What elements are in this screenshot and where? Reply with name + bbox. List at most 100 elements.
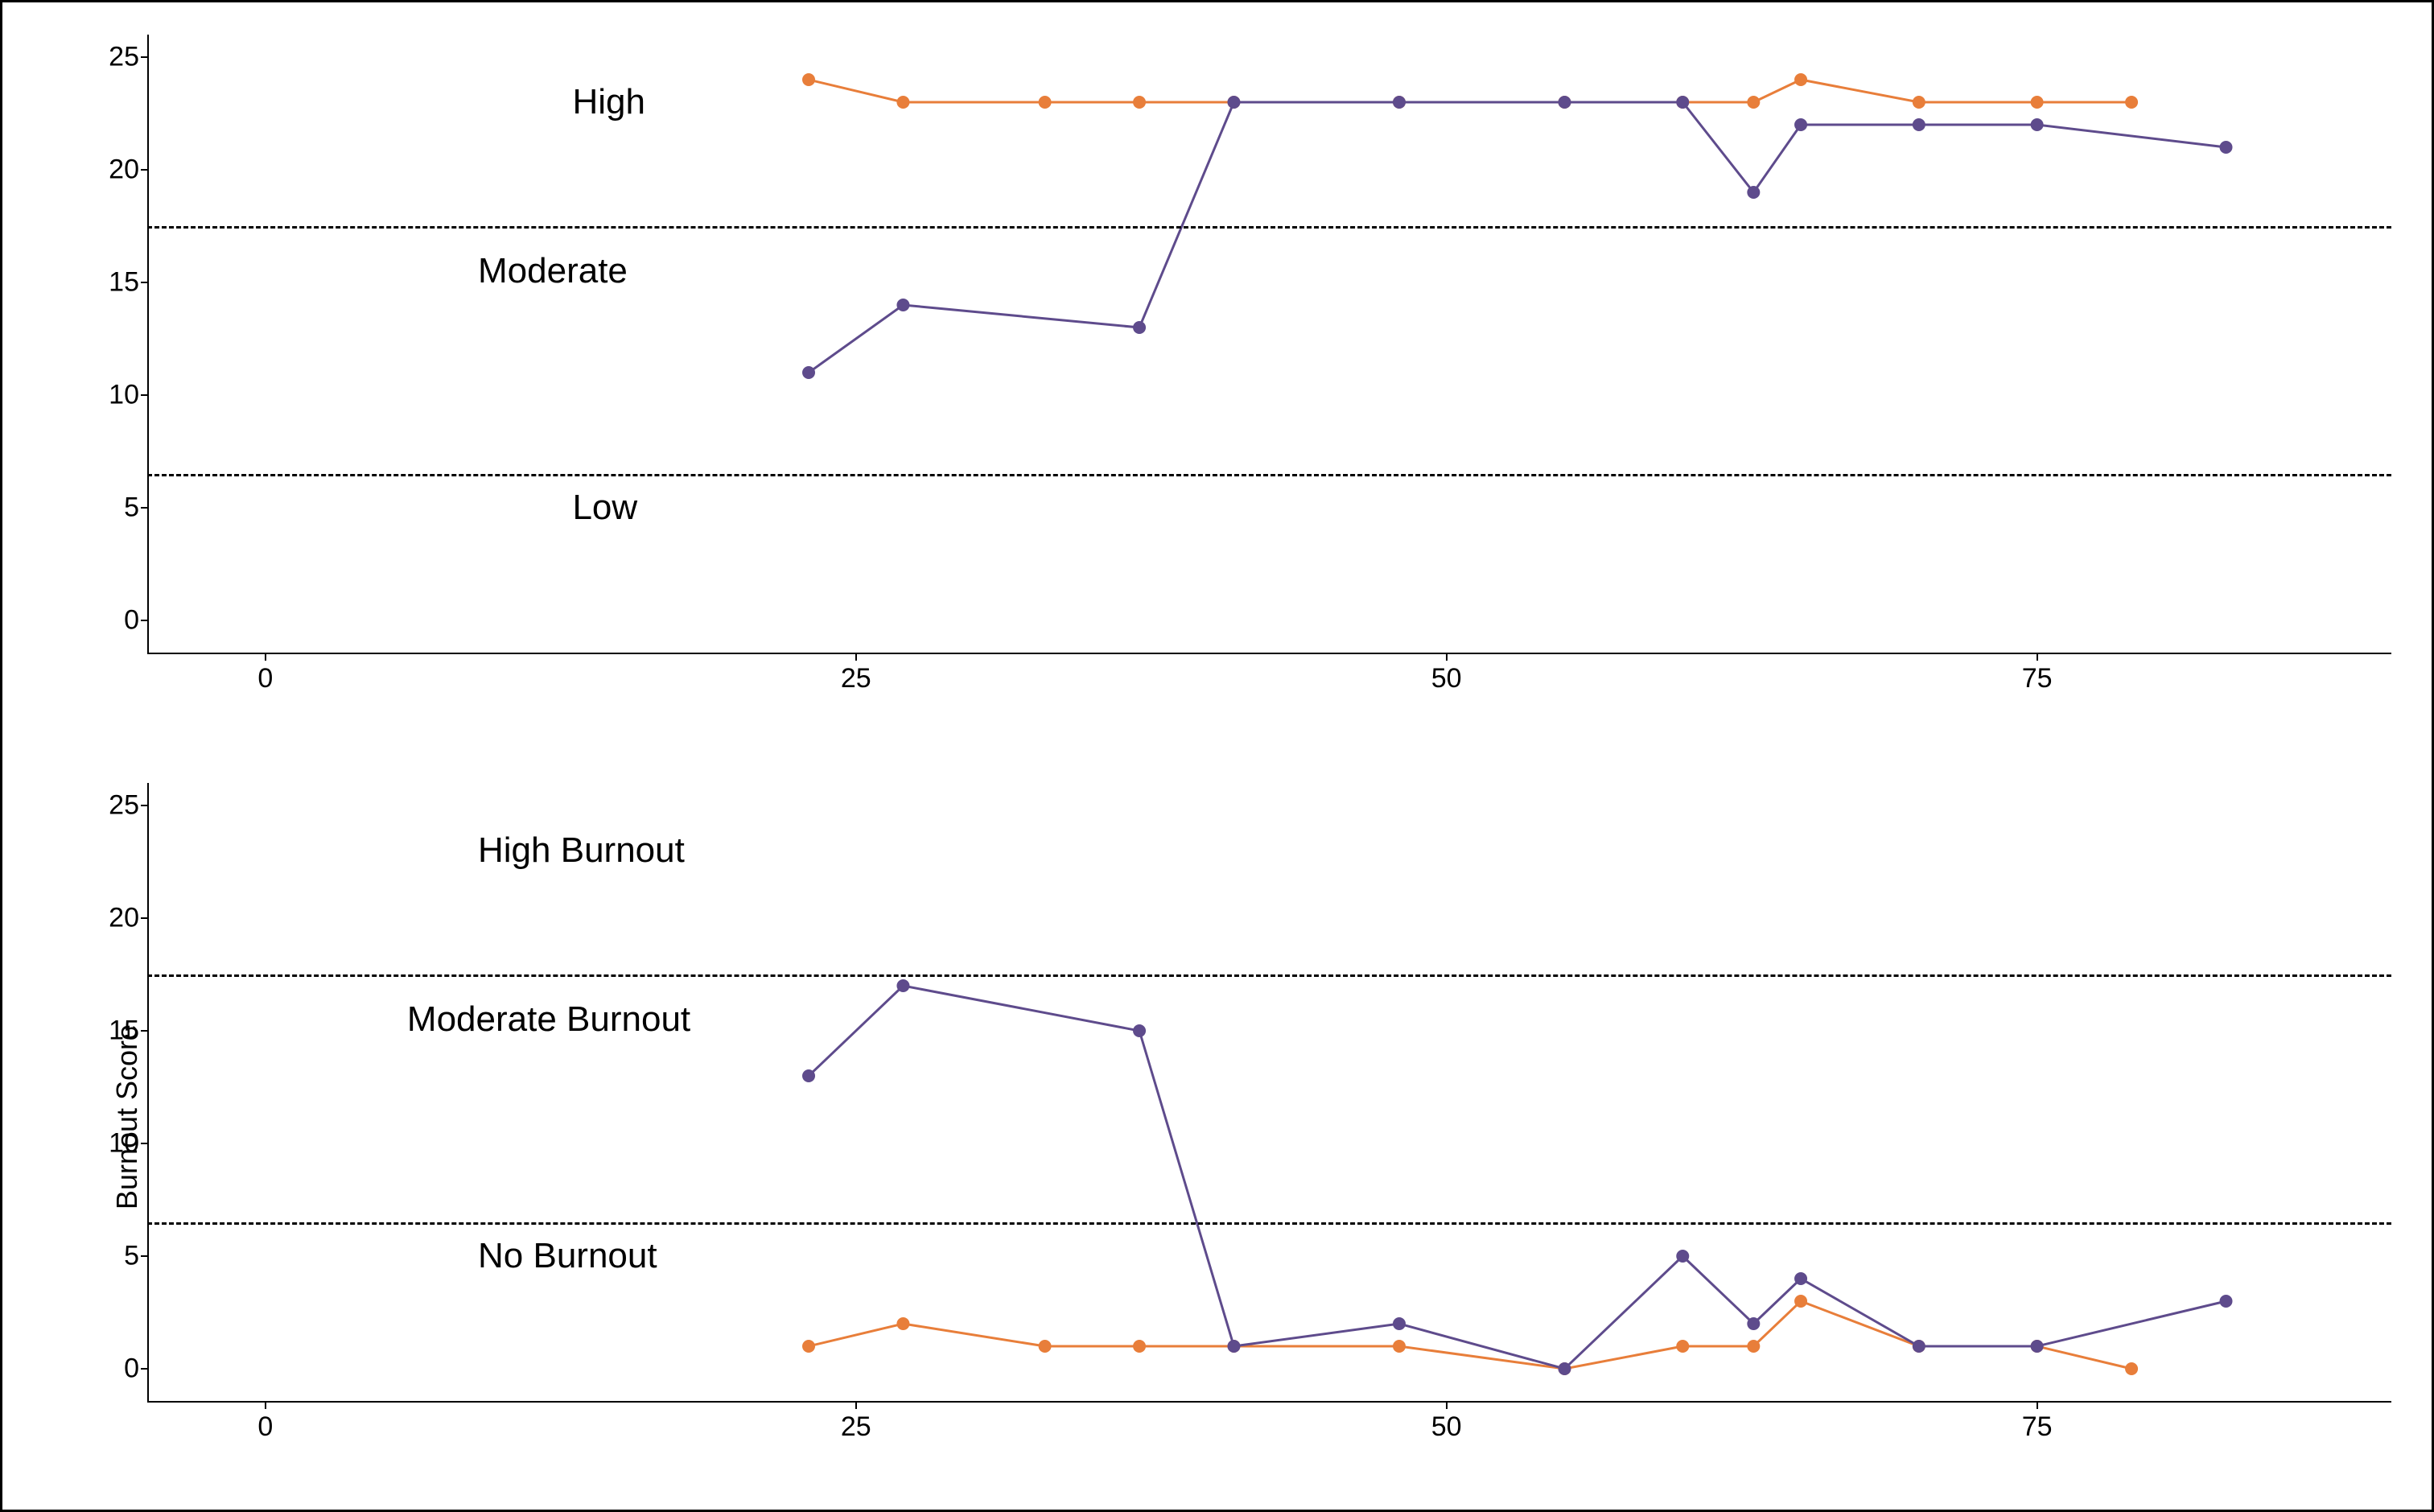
plot-area-bottom: 05101520250255075High BurnoutModerate Bu… bbox=[147, 783, 2391, 1403]
series-line-purple bbox=[809, 986, 2226, 1369]
series-marker-purple bbox=[1794, 118, 1807, 131]
zone-label: High Burnout bbox=[478, 830, 685, 871]
x-tick-mark bbox=[855, 654, 857, 661]
plot-area-top: 05101520250255075HighModerateLow bbox=[147, 35, 2391, 654]
series-marker-purple bbox=[1747, 186, 1760, 199]
series-marker-purple bbox=[1227, 1340, 1240, 1353]
series-marker-orange bbox=[1039, 1340, 1052, 1353]
series-marker-purple bbox=[1393, 1317, 1406, 1330]
series-marker-orange bbox=[1747, 1340, 1760, 1353]
x-tick-mark bbox=[2037, 1403, 2038, 1409]
series-marker-purple bbox=[2031, 1340, 2044, 1353]
series-marker-purple bbox=[2219, 141, 2232, 154]
panel-bottom: Burnout Score 05101520250255075High Burn… bbox=[83, 767, 2407, 1467]
reference-line bbox=[147, 1222, 2391, 1225]
x-tick-label: 75 bbox=[2022, 1411, 2053, 1443]
y-tick-label: 20 bbox=[107, 903, 139, 934]
x-tick-label: 25 bbox=[841, 1411, 871, 1443]
series-marker-orange bbox=[1747, 96, 1760, 109]
series-marker-purple bbox=[896, 979, 909, 992]
y-tick-label: 0 bbox=[107, 1353, 139, 1385]
y-tick-label: 0 bbox=[107, 605, 139, 637]
y-tick-mark bbox=[141, 169, 147, 171]
y-tick-label: 25 bbox=[107, 790, 139, 822]
series-marker-purple bbox=[1133, 321, 1146, 334]
series-marker-purple bbox=[1794, 1272, 1807, 1285]
reference-line bbox=[147, 974, 2391, 977]
reference-line bbox=[147, 226, 2391, 229]
series-marker-orange bbox=[802, 73, 815, 86]
zone-label: No Burnout bbox=[478, 1236, 657, 1276]
x-tick-mark bbox=[2037, 654, 2038, 661]
y-tick-mark bbox=[141, 620, 147, 621]
series-marker-purple bbox=[1393, 96, 1406, 109]
series-marker-orange bbox=[1676, 1340, 1689, 1353]
series-marker-orange bbox=[2125, 96, 2138, 109]
y-tick-mark bbox=[141, 1030, 147, 1032]
panel-top: Professional Fulfillment Index 051015202… bbox=[83, 19, 2407, 719]
series-marker-purple bbox=[1133, 1024, 1146, 1037]
x-tick-mark bbox=[265, 654, 266, 661]
series-marker-orange bbox=[1913, 96, 1925, 109]
series-marker-purple bbox=[1227, 96, 1240, 109]
zone-label: Low bbox=[572, 488, 637, 528]
x-tick-label: 50 bbox=[1431, 663, 1462, 694]
y-tick-mark bbox=[141, 1255, 147, 1257]
x-tick-label: 75 bbox=[2022, 663, 2053, 694]
series-line-orange bbox=[809, 1301, 2131, 1369]
series-marker-purple bbox=[2031, 118, 2044, 131]
series-marker-orange bbox=[2031, 96, 2044, 109]
x-tick-label: 50 bbox=[1431, 1411, 1462, 1443]
y-tick-mark bbox=[141, 1368, 147, 1370]
series-marker-orange bbox=[2125, 1362, 2138, 1375]
series-marker-orange bbox=[896, 1317, 909, 1330]
y-tick-mark bbox=[141, 394, 147, 396]
y-tick-label: 10 bbox=[107, 380, 139, 411]
series-marker-orange bbox=[1393, 1340, 1406, 1353]
x-tick-label: 0 bbox=[257, 1411, 273, 1443]
series-marker-purple bbox=[1558, 96, 1571, 109]
series-marker-orange bbox=[1133, 1340, 1146, 1353]
series-marker-purple bbox=[896, 299, 909, 311]
y-tick-mark bbox=[141, 507, 147, 509]
series-line-orange bbox=[809, 80, 2131, 102]
y-tick-label: 20 bbox=[107, 154, 139, 186]
y-tick-label: 25 bbox=[107, 42, 139, 73]
y-tick-label: 15 bbox=[107, 267, 139, 299]
plot-svg-bottom bbox=[147, 783, 2391, 1403]
y-tick-mark bbox=[141, 56, 147, 58]
zone-label: Moderate bbox=[478, 251, 628, 291]
x-tick-mark bbox=[855, 1403, 857, 1409]
series-marker-purple bbox=[1913, 1340, 1925, 1353]
y-tick-label: 5 bbox=[107, 1241, 139, 1272]
series-marker-purple bbox=[1676, 96, 1689, 109]
y-tick-mark bbox=[141, 1143, 147, 1144]
zone-label: Moderate Burnout bbox=[407, 999, 690, 1040]
y-axis-label-bottom: Burnout Score bbox=[110, 1024, 144, 1209]
y-tick-label: 10 bbox=[107, 1128, 139, 1160]
series-marker-purple bbox=[2219, 1295, 2232, 1308]
series-marker-purple bbox=[802, 1069, 815, 1082]
x-tick-label: 25 bbox=[841, 663, 871, 694]
y-tick-label: 15 bbox=[107, 1016, 139, 1047]
series-marker-purple bbox=[1747, 1317, 1760, 1330]
series-line-purple bbox=[809, 102, 2226, 373]
x-tick-mark bbox=[265, 1403, 266, 1409]
series-marker-purple bbox=[1558, 1362, 1571, 1375]
figure-container: Professional Fulfillment Index 051015202… bbox=[0, 0, 2434, 1512]
series-marker-orange bbox=[1039, 96, 1052, 109]
series-marker-orange bbox=[1794, 1295, 1807, 1308]
series-marker-purple bbox=[1913, 118, 1925, 131]
y-tick-mark bbox=[141, 282, 147, 283]
series-marker-orange bbox=[896, 96, 909, 109]
series-marker-orange bbox=[802, 1340, 815, 1353]
series-marker-purple bbox=[802, 366, 815, 379]
y-tick-label: 5 bbox=[107, 492, 139, 524]
y-tick-mark bbox=[141, 805, 147, 806]
plot-svg-top bbox=[147, 35, 2391, 654]
series-marker-orange bbox=[1794, 73, 1807, 86]
series-marker-orange bbox=[1133, 96, 1146, 109]
x-tick-mark bbox=[1446, 654, 1448, 661]
series-marker-purple bbox=[1676, 1250, 1689, 1263]
x-tick-mark bbox=[1446, 1403, 1448, 1409]
